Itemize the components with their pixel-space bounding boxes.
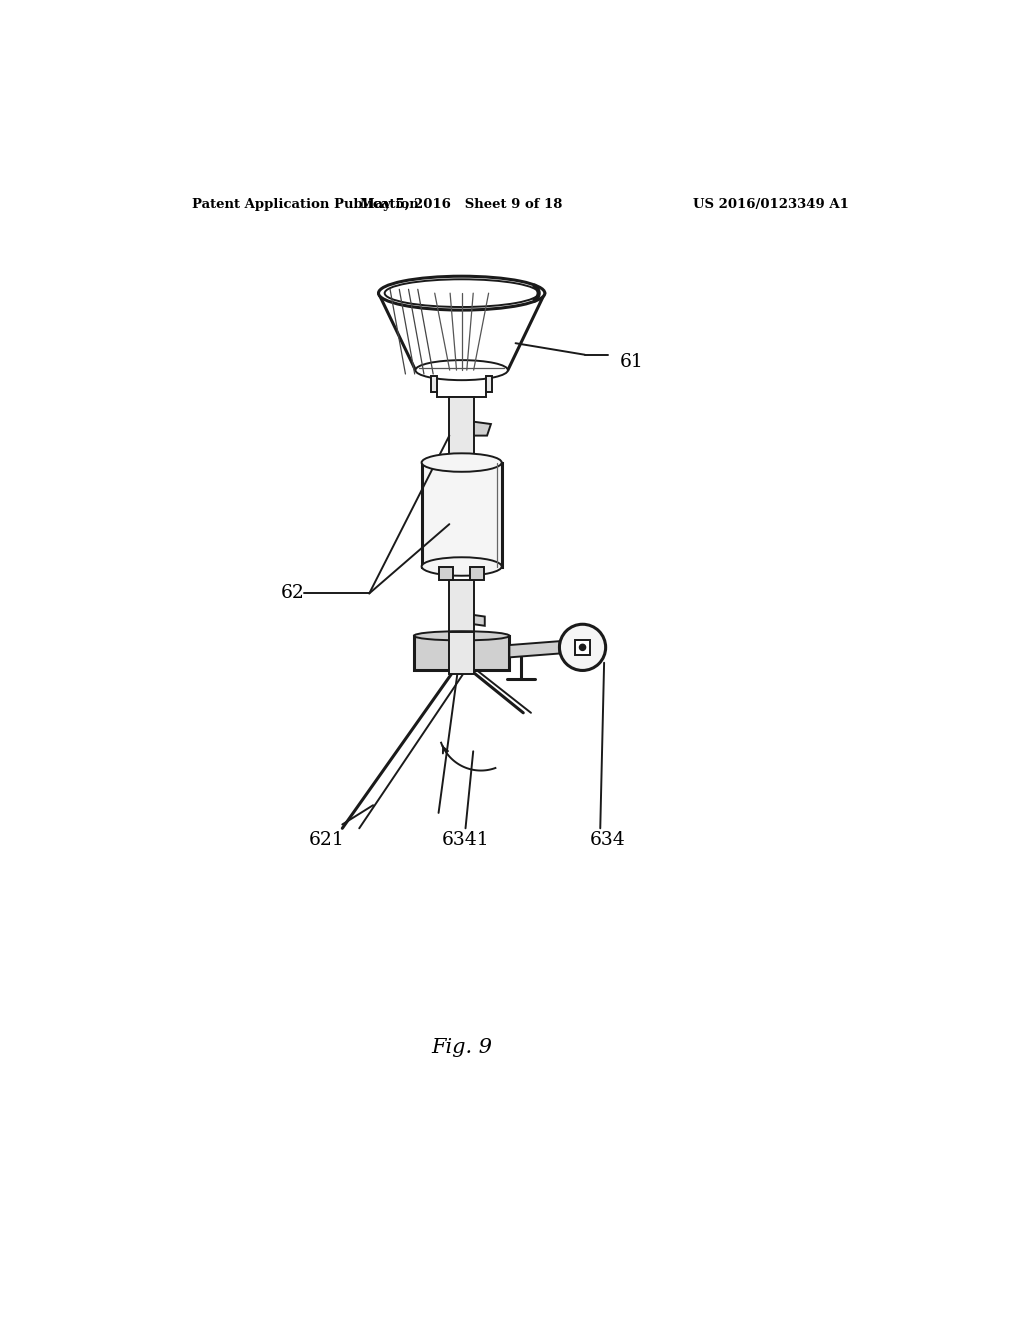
Polygon shape bbox=[450, 632, 474, 675]
Ellipse shape bbox=[379, 276, 545, 310]
Polygon shape bbox=[474, 422, 490, 436]
Ellipse shape bbox=[416, 360, 508, 380]
Polygon shape bbox=[439, 566, 454, 581]
Text: Fig. 9: Fig. 9 bbox=[431, 1039, 493, 1057]
Polygon shape bbox=[474, 615, 484, 626]
Polygon shape bbox=[431, 376, 437, 392]
Text: 621: 621 bbox=[309, 830, 345, 849]
Polygon shape bbox=[450, 397, 474, 462]
Text: 61: 61 bbox=[620, 354, 643, 371]
Text: US 2016/0123349 A1: US 2016/0123349 A1 bbox=[692, 198, 849, 211]
Polygon shape bbox=[574, 640, 590, 655]
Circle shape bbox=[559, 624, 605, 671]
Circle shape bbox=[580, 644, 586, 651]
Polygon shape bbox=[509, 642, 559, 657]
Polygon shape bbox=[486, 376, 493, 392]
Polygon shape bbox=[450, 581, 474, 636]
Ellipse shape bbox=[422, 557, 502, 576]
Text: 62: 62 bbox=[281, 585, 304, 602]
Ellipse shape bbox=[414, 631, 509, 640]
Polygon shape bbox=[422, 462, 502, 566]
Text: May 5, 2016   Sheet 9 of 18: May 5, 2016 Sheet 9 of 18 bbox=[360, 198, 563, 211]
Polygon shape bbox=[437, 370, 486, 397]
Polygon shape bbox=[470, 566, 484, 581]
Text: 6341: 6341 bbox=[441, 830, 489, 849]
Ellipse shape bbox=[422, 453, 502, 471]
Text: Patent Application Publication: Patent Application Publication bbox=[193, 198, 419, 211]
Text: 634: 634 bbox=[590, 830, 626, 849]
Polygon shape bbox=[414, 636, 509, 671]
Ellipse shape bbox=[385, 280, 539, 308]
